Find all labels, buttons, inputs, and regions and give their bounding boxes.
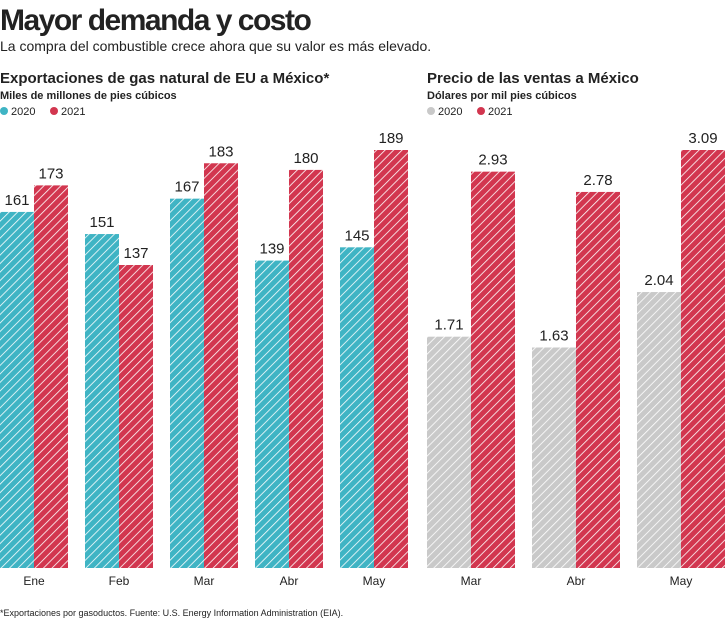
chart-subtitle: Miles de millones de pies cúbicos: [0, 90, 177, 102]
bar: [170, 198, 204, 569]
value-label: 2.93: [478, 152, 507, 169]
value-label: 145: [344, 227, 369, 244]
chart-title: Exportaciones de gas natural de EU a Méx…: [0, 70, 329, 87]
legend-swatch: [427, 107, 435, 115]
legend-swatch: [0, 107, 8, 115]
bar: [34, 185, 68, 569]
value-label: 189: [378, 130, 403, 147]
bar: [0, 211, 34, 569]
bar: [204, 163, 238, 568]
x-tick-label: Abr: [567, 574, 586, 588]
value-label: 180: [293, 150, 318, 167]
chart-subtitle: Dólares por mil pies cúbicos: [427, 90, 577, 102]
value-label: 2.78: [583, 172, 612, 189]
bar: [119, 265, 153, 568]
x-tick-label: Abr: [280, 574, 299, 588]
value-label: 137: [123, 245, 148, 262]
x-tick-label: Feb: [109, 574, 130, 588]
value-label: 139: [259, 241, 284, 258]
legend-label: 2020: [438, 106, 462, 118]
value-label: 161: [4, 192, 29, 209]
legend-label: 2020: [11, 106, 35, 118]
value-label: 183: [208, 143, 233, 160]
bar: [681, 150, 725, 568]
bar: [374, 150, 408, 568]
title: Mayor demanda y costo: [0, 4, 311, 37]
value-label: 2.04: [644, 272, 673, 289]
bar: [255, 260, 289, 568]
bar: [85, 234, 119, 568]
value-label: 1.63: [539, 328, 568, 345]
x-tick-label: Mar: [194, 574, 215, 588]
value-label: 3.09: [688, 130, 717, 147]
bar: [637, 292, 681, 568]
bar: [532, 347, 576, 568]
x-tick-label: May: [363, 574, 386, 588]
value-label: 167: [174, 179, 199, 196]
value-label: 173: [38, 165, 63, 182]
value-label: 151: [89, 214, 114, 231]
value-label: 1.71: [434, 317, 463, 334]
footnote: *Exportaciones por gasoductos. Fuente: U…: [0, 608, 343, 618]
x-tick-label: Ene: [23, 574, 45, 588]
bar: [471, 171, 515, 568]
chart-title: Precio de las ventas a México: [427, 70, 639, 87]
subtitle: La compra del combustible crece ahora qu…: [0, 38, 431, 54]
bar: [427, 336, 471, 568]
legend-label: 2021: [61, 106, 85, 118]
bar: [576, 191, 620, 568]
bar: [289, 169, 323, 568]
legend-label: 2021: [488, 106, 512, 118]
legend-swatch: [477, 107, 485, 115]
x-tick-label: May: [670, 574, 693, 588]
bar: [340, 247, 374, 568]
x-tick-label: Mar: [461, 574, 482, 588]
legend-swatch: [50, 107, 58, 115]
